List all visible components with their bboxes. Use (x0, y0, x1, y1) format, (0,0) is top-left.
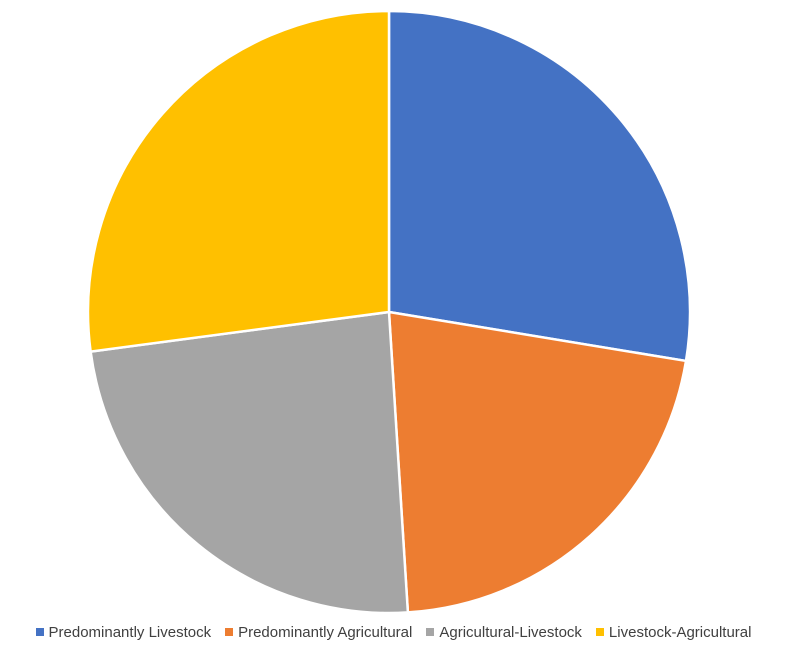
pie-slice-predominantly-agricultural (387, 310, 688, 614)
legend-label-predominantly-agricultural: Predominantly Agricultural (238, 623, 413, 641)
legend-label-agricultural-livestock: Agricultural-Livestock (439, 623, 582, 641)
legend: Predominantly Livestock Predominantly Ag… (0, 621, 787, 643)
legend-label-predominantly-livestock: Predominantly Livestock (48, 623, 212, 641)
legend-swatch-predominantly-agricultural (225, 628, 234, 636)
pie-slice-predominantly-livestock (387, 9, 692, 363)
legend-swatch-predominantly-livestock (35, 628, 44, 636)
pie-slice-livestock-agricultural (86, 9, 391, 353)
legend-swatch-agricultural-livestock (426, 628, 435, 636)
legend-item-agricultural-livestock: Agricultural-Livestock (426, 624, 582, 641)
pie-slice-agricultural-livestock (89, 310, 410, 615)
pie-plot (86, 9, 692, 615)
legend-item-predominantly-livestock: Predominantly Livestock (35, 623, 212, 641)
legend-label-livestock-agricultural: Livestock-Agricultural (608, 623, 752, 641)
legend-swatch-livestock-agricultural (595, 628, 604, 636)
legend-item-predominantly-agricultural: Predominantly Agricultural (225, 624, 412, 641)
legend-item-livestock-agricultural: Livestock-Agricultural (595, 623, 752, 641)
